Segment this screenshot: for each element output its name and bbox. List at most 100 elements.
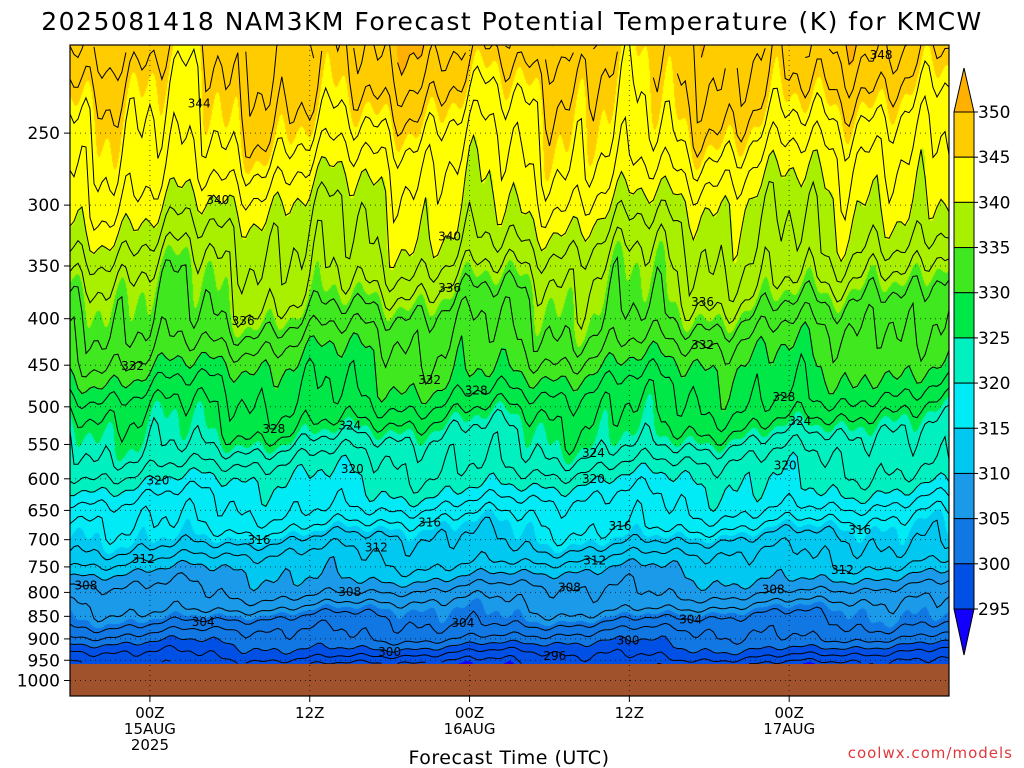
colorbar-swatch	[953, 111, 975, 158]
contour-line	[70, 475, 949, 529]
contour-label: 312	[132, 552, 155, 566]
grid-lines	[70, 45, 949, 696]
chart-title: 2025081418 NAM3KM Forecast Potential Tem…	[41, 7, 983, 36]
contour-label: 312	[365, 541, 388, 555]
contour-line	[70, 404, 949, 472]
colorbar-label: 345	[978, 148, 1010, 168]
y-tick-label: 250	[28, 124, 60, 144]
colorbar-swatch	[953, 427, 975, 474]
y-axis: 250 300 350 400 450 500 550 600 650 700 750 800 850 9…	[17, 124, 70, 692]
x-tick-label: 12Z	[295, 704, 324, 722]
contour-line	[70, 321, 949, 410]
contour-line	[70, 94, 949, 232]
colorbar-swatch	[953, 201, 975, 249]
contour-label: 336	[691, 295, 714, 309]
contour-label: 308	[558, 581, 581, 595]
contour-line	[70, 295, 949, 386]
colorbar-swatch	[953, 518, 975, 565]
y-tick-label: 1000	[17, 672, 60, 692]
contour-label: 316	[248, 533, 271, 547]
contour-label: 348	[870, 48, 893, 62]
y-tick-label: 800	[28, 583, 60, 603]
contour-line	[70, 219, 949, 331]
contour-line	[70, 555, 949, 592]
y-tick-label: 300	[28, 196, 60, 216]
contour-label: 336	[438, 281, 461, 295]
colorbar-label: 315	[978, 419, 1010, 439]
contour-label: 328	[262, 422, 285, 436]
colorbar: 350 345 340 335 330 325 320 315 310 305 300 295	[953, 67, 1010, 656]
contour-label: 304	[679, 613, 702, 627]
x-tick-label: 12Z	[615, 704, 644, 722]
contour-label: 316	[609, 519, 632, 533]
colorbar-swatch	[953, 337, 975, 384]
contour-line	[70, 497, 949, 547]
colorbar-label: 325	[978, 329, 1010, 349]
colorbar-swatch	[953, 247, 975, 294]
contour-label: 324	[582, 446, 605, 460]
contour-label: 316	[418, 515, 441, 529]
contour-label: 324	[338, 419, 361, 433]
contour-line	[70, 378, 949, 456]
contour-label: 332	[691, 338, 714, 352]
contour-label: 320	[341, 462, 364, 476]
contour-line	[70, 589, 949, 623]
colorbar-swatch	[953, 156, 975, 203]
y-tick-label: 400	[28, 310, 60, 330]
colorbar-swatch	[953, 292, 975, 339]
y-tick-label: 350	[28, 257, 60, 277]
y-tick-label: 500	[28, 398, 60, 418]
contour-label: 308	[338, 585, 361, 599]
contour-label: 328	[772, 390, 795, 404]
y-tick-label: 750	[28, 558, 60, 578]
contour-label: 340	[206, 193, 229, 207]
colorbar-label: 350	[978, 103, 1010, 123]
contour-label: 308	[75, 579, 98, 593]
contour-label: 344	[188, 96, 211, 110]
contour-label: 296	[543, 649, 566, 663]
contour-label: 308	[762, 582, 785, 596]
contour-line	[70, 352, 949, 433]
contour-line	[70, 45, 949, 203]
contour-label: 320	[774, 459, 797, 473]
y-tick-label: 700	[28, 531, 60, 551]
x-tick-label: 16AUG	[444, 720, 496, 738]
colorbar-label: 305	[978, 510, 1010, 530]
y-tick-label: 950	[28, 651, 60, 671]
contour-line	[70, 572, 949, 607]
x-tick-label: 2025	[131, 736, 169, 754]
y-tick-label: 650	[28, 501, 60, 521]
colorbar-swatch	[953, 472, 975, 520]
x-tick-label: 15AUG	[124, 720, 176, 738]
contour-label: 320	[146, 474, 169, 488]
contour-line	[70, 180, 949, 303]
y-tick-label: 850	[28, 607, 60, 627]
contour-line	[70, 133, 949, 269]
colorbar-swatch	[953, 563, 975, 610]
x-tick-label: 00Z	[135, 704, 164, 722]
x-tick-label: 17AUG	[763, 720, 815, 738]
colorbar-extend-top	[953, 67, 975, 113]
contour-label: 332	[418, 373, 441, 387]
contour-label: 304	[451, 616, 474, 630]
x-axis-label: Forecast Time (UTC)	[409, 747, 610, 768]
contour-line	[70, 255, 949, 358]
contour-label: 316	[848, 523, 871, 537]
colorbar-label: 300	[978, 555, 1010, 575]
colorbar-label: 330	[978, 284, 1010, 304]
y-tick-label: 450	[28, 356, 60, 376]
colorbar-extend-bottom	[953, 608, 975, 656]
contour-line	[70, 516, 949, 561]
colorbar-label: 320	[978, 374, 1010, 394]
contour-fill-raster	[70, 45, 949, 664]
ground-surface	[70, 664, 949, 696]
colorbar-swatch	[953, 382, 975, 429]
credit-text: coolwx.com/models	[848, 744, 1013, 762]
contour-line	[70, 537, 949, 578]
contour-label: 328	[465, 384, 488, 398]
colorbar-label: 295	[978, 600, 1010, 620]
y-tick-label: 600	[28, 470, 60, 490]
